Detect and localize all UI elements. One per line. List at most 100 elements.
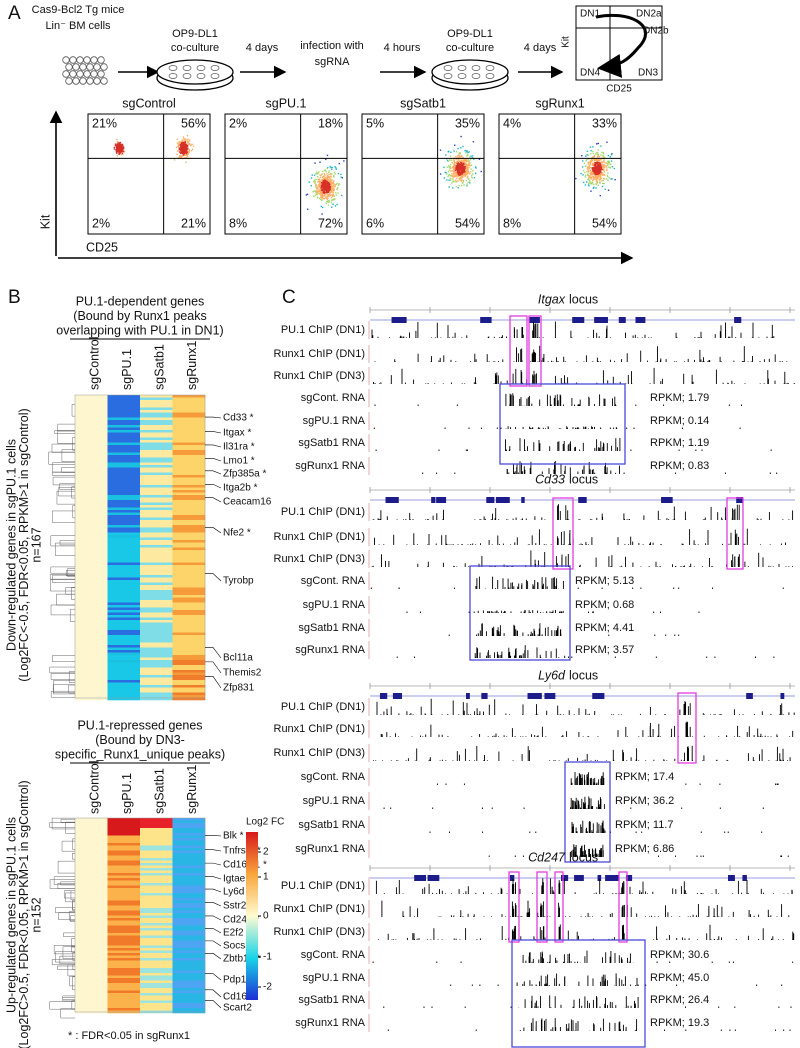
flow-dot — [181, 150, 183, 153]
flow-dot — [320, 194, 322, 197]
heatmap-cell — [107, 973, 141, 976]
heatmap-cell — [107, 948, 141, 951]
flow-dot — [119, 149, 122, 152]
track-label: sgPU.1 RNA — [303, 599, 366, 611]
heatmap-cell — [107, 858, 141, 861]
flow-dot — [310, 184, 312, 187]
flow-dot — [600, 154, 602, 156]
flow-dot — [337, 172, 340, 175]
flow-dot — [330, 206, 333, 208]
quadrant-percent: 5% — [366, 116, 384, 130]
gene-exon — [736, 497, 744, 503]
flow-dot — [116, 145, 119, 147]
gene-leader — [205, 675, 222, 689]
flow-dot — [333, 171, 336, 174]
heatmap-cell — [107, 542, 141, 546]
heatmap-cell — [140, 980, 173, 984]
heatmap-cell — [140, 988, 173, 991]
heatmap-cell — [140, 868, 173, 871]
heatmap-cell — [75, 687, 108, 691]
heatmap-cell — [140, 537, 173, 541]
flow-dot — [596, 163, 599, 166]
dendrogram-branch — [49, 822, 75, 828]
heatmap-cell — [172, 968, 206, 971]
heatmap-cell — [107, 642, 141, 646]
flow-dot — [601, 179, 603, 182]
flow-dot — [592, 167, 594, 169]
heatmap-cell — [172, 420, 206, 423]
flow-dot — [598, 166, 600, 168]
heatmap-cell — [140, 512, 173, 516]
flow-dot — [116, 155, 119, 157]
heatmap-cell — [107, 502, 141, 506]
heatmap-cell — [75, 680, 108, 683]
flow-dot — [457, 162, 459, 164]
flow-dot — [176, 153, 178, 155]
flow-dot — [330, 187, 333, 190]
dendrogram-branch — [51, 817, 75, 830]
step-text: OP9-DL1 — [172, 28, 218, 40]
flow-dot — [463, 168, 466, 170]
heatmap-cell — [172, 405, 206, 408]
flow-dot — [462, 179, 465, 182]
gene-exon — [661, 497, 673, 503]
heatmap-cell — [107, 878, 141, 881]
flow-dot — [319, 161, 321, 163]
flow-dot — [458, 171, 460, 173]
flow-dot — [594, 166, 596, 168]
heatmap-cell — [75, 825, 108, 829]
heatmap-cell — [75, 843, 108, 846]
side-label: n=152 — [29, 897, 43, 932]
heatmap-cell — [172, 838, 206, 841]
heatmap-cell — [75, 622, 108, 626]
flow-dot — [329, 176, 331, 178]
heatmap-cell — [172, 545, 206, 548]
flow-dot — [120, 148, 122, 150]
flow-dot — [597, 177, 599, 180]
heatmap-cell — [75, 605, 108, 608]
heatmap-cell — [107, 990, 141, 994]
flow-dot — [461, 179, 463, 181]
heatmap-cell — [107, 920, 141, 924]
heatmap-cell — [172, 890, 206, 894]
track-label: sgSatb1 RNA — [298, 994, 365, 1006]
heatmap-cell — [107, 652, 141, 656]
flow-dot — [312, 191, 314, 193]
heatmap-cell — [172, 622, 206, 626]
heatmap-cell — [172, 395, 206, 398]
heatmap-cell — [107, 985, 141, 989]
flow-dot — [319, 183, 321, 186]
flow-dot — [469, 156, 471, 159]
flow-dot — [590, 176, 592, 179]
flow-dot — [468, 164, 470, 167]
heatmap-cell — [107, 520, 141, 523]
heatmap-cell — [75, 938, 108, 941]
heatmap-cell — [140, 615, 173, 618]
flow-dot — [316, 185, 318, 187]
side-label: Down-regulated genes in sgPU.1 cells — [4, 439, 18, 651]
flow-dot — [321, 179, 323, 182]
flow-dot — [466, 183, 468, 185]
heatmap-cell — [75, 397, 108, 401]
heatmap-cell — [172, 495, 206, 498]
heatmap-cell — [172, 935, 206, 939]
heatmap-cell — [75, 830, 108, 834]
flow-dot — [184, 149, 187, 151]
flow-dot — [327, 194, 329, 196]
heatmap-cell — [75, 482, 108, 486]
flow-dot — [319, 196, 322, 198]
flow-dot — [323, 173, 326, 175]
heatmap-cell — [107, 993, 141, 996]
heatmap-cell — [75, 497, 108, 501]
heatmap-cell — [107, 492, 141, 496]
heatmap-title: (Bound by DN3- — [95, 733, 185, 747]
flow-dot — [183, 146, 185, 148]
flow-dot — [120, 146, 123, 149]
heatmap-cell — [75, 828, 108, 831]
heatmap-cell — [75, 550, 108, 553]
cell-icon — [76, 70, 84, 78]
flow-dot — [596, 159, 598, 161]
dendrogram-branch — [69, 975, 75, 987]
heatmap-cell — [172, 462, 206, 466]
heatmap-cell — [140, 627, 173, 631]
